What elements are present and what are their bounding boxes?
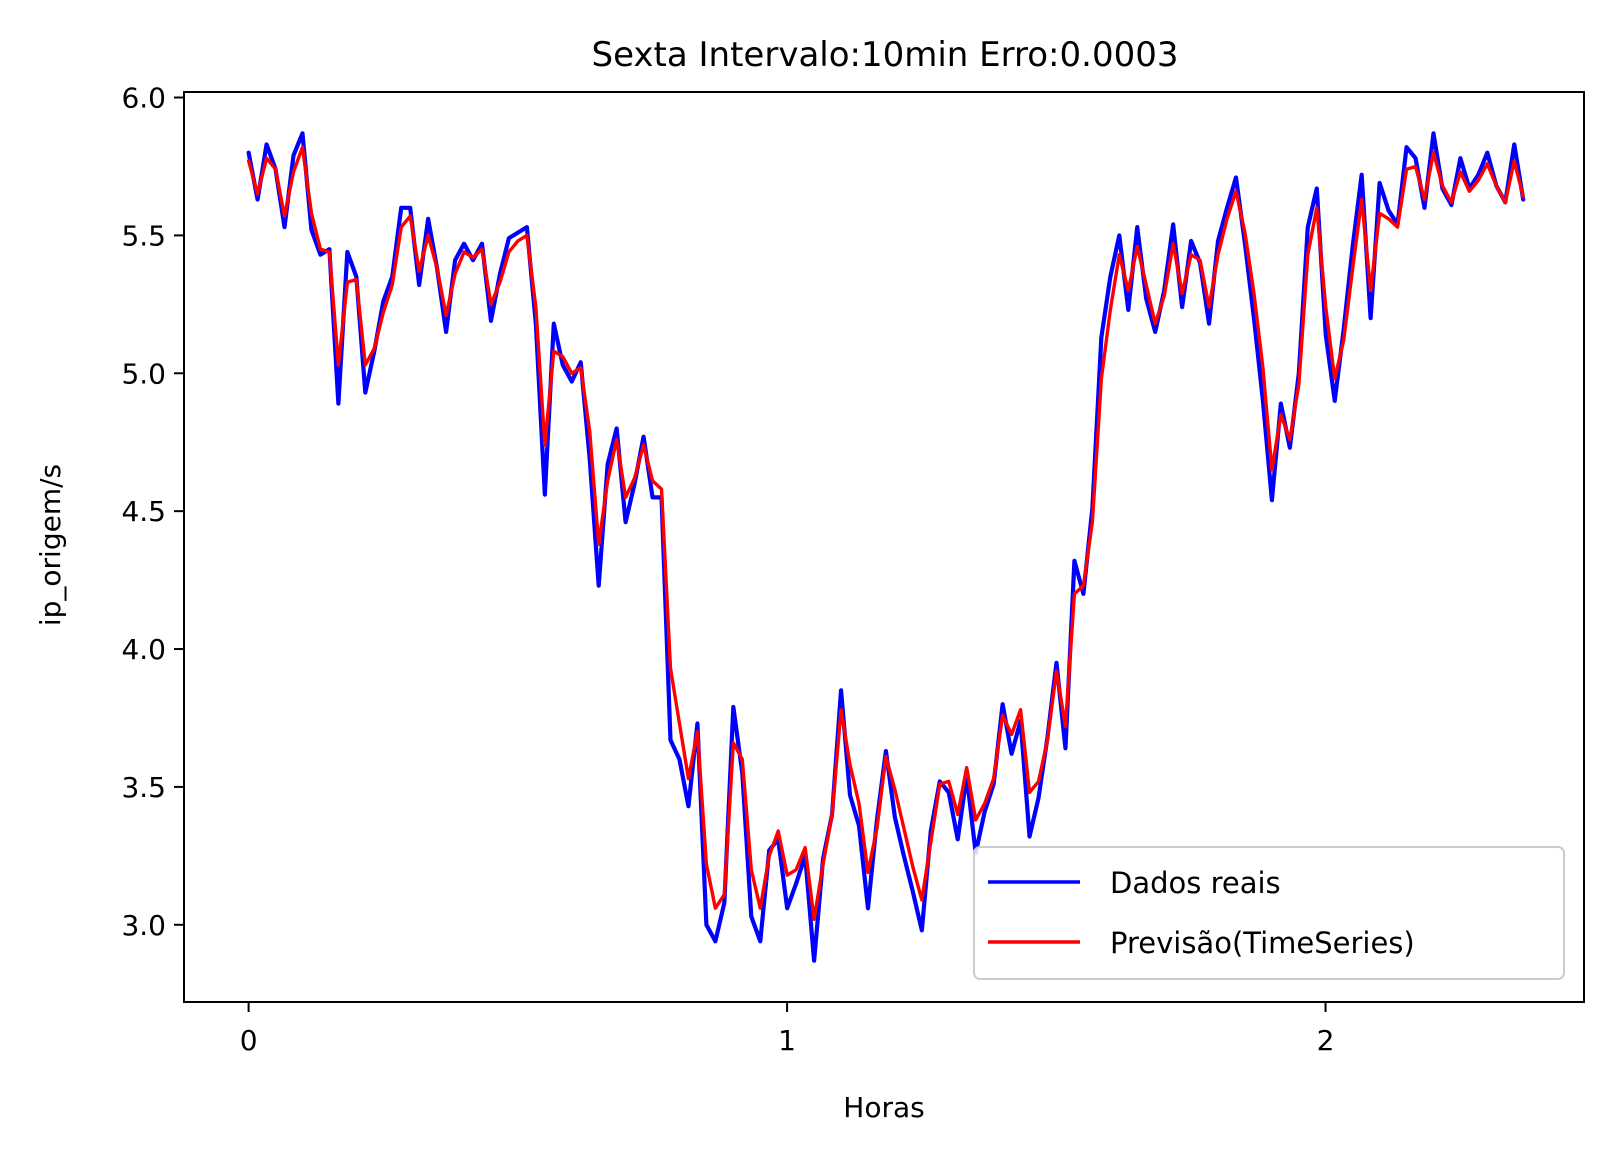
series-line-0 [246,131,1526,963]
y-tick-label: 4.0 [121,633,166,666]
y-axis-title: ip_origem/s [34,464,67,626]
y-tick-label: 3.5 [121,771,166,804]
chart-title: Sexta Intervalo:10min Erro:0.0003 [592,35,1179,75]
y-tick-label: 5.5 [121,219,166,252]
series-line-1 [246,145,1525,921]
x-axis-title: Horas [843,1091,924,1124]
legend: Dados reais Previsão(TimeSeries) [973,846,1565,980]
x-axis-ticks: 0 1 2 [240,1002,1335,1057]
y-axis-ticks: 3.0 3.5 4.0 4.5 5.0 5.5 6.0 [121,82,184,942]
legend-label-dados-reais: Dados reais [1110,866,1281,900]
legend-label-previsao: Previsão(TimeSeries) [1110,926,1415,960]
legend-box [973,846,1565,980]
x-tick-label: 2 [1317,1024,1335,1057]
x-tick-label: 0 [240,1024,258,1057]
plot-frame [183,91,1585,1003]
y-tick-label: 5.0 [121,357,166,390]
y-tick-label: 3.0 [121,909,166,942]
series-layer [246,131,1526,963]
y-tick-label: 6.0 [121,82,166,115]
y-tick-label: 4.5 [121,495,166,528]
x-tick-label: 1 [778,1024,796,1057]
